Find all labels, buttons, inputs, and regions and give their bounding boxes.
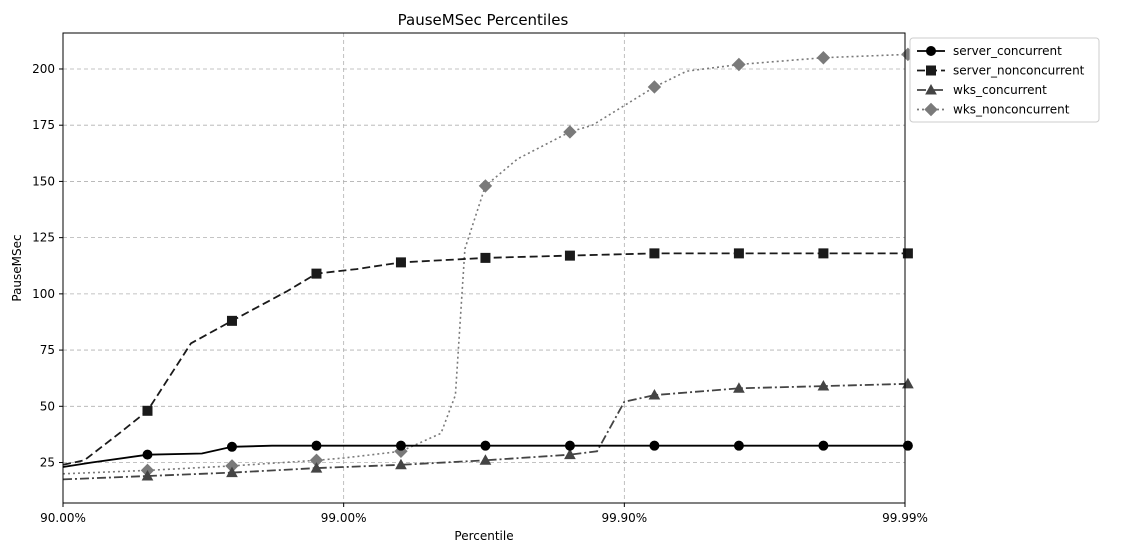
data-point-marker — [818, 248, 829, 259]
series-line — [62, 252, 908, 466]
legend-label: server_nonconcurrent — [953, 64, 1085, 78]
legend-marker — [925, 83, 937, 95]
data-point-marker — [818, 440, 829, 451]
y-axis-ticks: 25 50 75 100 125 150 175 200 — [32, 62, 63, 470]
legend-item: wks_nonconcurrent — [917, 103, 1070, 117]
data-point-marker — [311, 440, 322, 451]
series-line — [62, 382, 908, 481]
data-point-marker — [564, 440, 575, 451]
y-tick-label: 150 — [32, 174, 55, 188]
y-tick-label: 175 — [32, 118, 55, 132]
y-tick-label: 25 — [40, 456, 55, 470]
data-point-marker — [395, 458, 407, 470]
series-wks_nonconcurrent — [62, 47, 915, 478]
legend-label: server_concurrent — [953, 44, 1062, 58]
series-layer — [62, 47, 915, 481]
legend-label: wks_nonconcurrent — [953, 103, 1070, 117]
series-line — [62, 444, 908, 468]
data-point-marker — [647, 80, 662, 94]
plot-frame — [62, 32, 906, 504]
data-point-marker — [311, 268, 322, 279]
y-tick-label: 75 — [40, 343, 55, 357]
series-wks_concurrent — [62, 377, 914, 481]
y-axis-label: PauseMSec — [10, 234, 24, 301]
data-point-marker — [226, 441, 237, 452]
legend: server_concurrent server_nonconcurrentwks… — [909, 37, 1100, 123]
y-tick-label: 125 — [32, 231, 55, 245]
data-point-marker — [480, 252, 491, 263]
data-point-marker — [564, 448, 576, 460]
data-point-marker — [141, 469, 154, 481]
data-point-marker — [649, 248, 660, 259]
x-axis-label: Percentile — [454, 529, 513, 543]
series-server_concurrent — [62, 440, 913, 468]
legend-marker — [924, 102, 938, 117]
chart-title: PauseMSec Percentiles — [398, 11, 569, 29]
data-point-marker — [226, 466, 238, 478]
data-point-marker — [648, 389, 661, 400]
data-point-marker — [478, 179, 493, 193]
data-point-marker — [142, 405, 153, 416]
data-point-marker — [564, 250, 575, 261]
data-point-marker — [816, 51, 831, 65]
legend-marker — [926, 65, 936, 76]
series-server_nonconcurrent — [62, 248, 913, 466]
legend-item: wks_concurrent — [917, 83, 1047, 97]
series-line — [62, 53, 908, 475]
data-point-marker — [902, 440, 913, 451]
data-point-marker — [902, 248, 913, 259]
x-axis-ticks: 90.00% 99.00% 99.90% 99.99% — [40, 503, 928, 525]
x-tick-label: 99.99% — [882, 511, 928, 525]
y-tick-label: 100 — [32, 287, 55, 301]
y-tick-label: 200 — [32, 62, 55, 76]
legend-item: server_nonconcurrent — [917, 64, 1085, 78]
y-tick-label: 50 — [40, 399, 55, 413]
data-point-marker — [395, 440, 406, 451]
data-point-marker — [310, 462, 323, 473]
data-point-marker — [479, 454, 492, 465]
x-tick-label: 99.90% — [601, 511, 647, 525]
data-point-marker — [733, 248, 744, 259]
x-tick-label: 99.00% — [321, 511, 367, 525]
legend-box — [909, 37, 1100, 123]
legend-item: server_concurrent — [917, 44, 1062, 58]
grid — [62, 33, 906, 503]
data-point-marker — [817, 380, 830, 391]
data-point-marker — [733, 382, 745, 393]
legend-marker — [926, 46, 936, 56]
data-point-marker — [142, 449, 153, 460]
data-point-marker — [733, 440, 744, 451]
data-point-marker — [395, 257, 406, 268]
data-point-marker — [480, 440, 491, 451]
x-tick-label: 90.00% — [40, 511, 86, 525]
data-point-marker — [649, 440, 660, 451]
data-point-marker — [226, 315, 237, 326]
legend-label: wks_concurrent — [953, 83, 1047, 97]
data-point-marker — [732, 57, 746, 72]
data-point-marker — [563, 125, 577, 139]
